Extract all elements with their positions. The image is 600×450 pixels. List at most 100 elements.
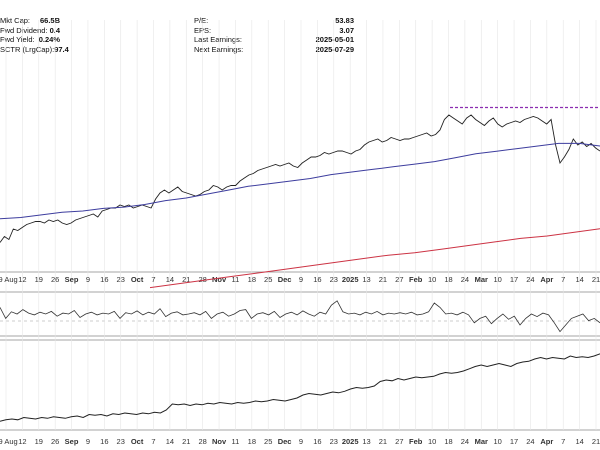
x-tick-label: Dec (278, 437, 292, 446)
x-tick-label: 25 (264, 437, 272, 446)
x-tick-label: 24 (461, 437, 469, 446)
stats-row: Last Earnings: 2025-05-01 (194, 35, 354, 45)
x-tick-label: 23 (117, 275, 125, 284)
x-tick-label: Apr (540, 275, 553, 284)
x-tick-label: 16 (313, 437, 321, 446)
bottom-series (0, 353, 600, 422)
x-tick-label: 11 (232, 275, 240, 284)
x-tick-label: 23 (117, 437, 125, 446)
x-tick-label: 25 (264, 275, 272, 284)
x-tick-label: 21 (592, 437, 600, 446)
x-tick-label: 10 (493, 437, 501, 446)
x-tick-label: Mar (475, 437, 488, 446)
x-tick-label: 9 (299, 437, 303, 446)
sma200-line (149, 228, 600, 289)
stat-label: P/E: (194, 16, 209, 25)
x-tick-label: 10 (428, 275, 436, 284)
stat-value: 3.07 (339, 25, 354, 35)
x-tick-label: 26 (51, 437, 59, 446)
x-tick-label: 9 (86, 437, 90, 446)
x-tick-label: 18 (248, 275, 256, 284)
x-tick-label: 28 (198, 275, 206, 284)
x-tick-label: 16 (100, 437, 108, 446)
price-series (0, 114, 600, 243)
x-tick-label: Sep (65, 437, 79, 446)
x-tick-label: 12 (18, 275, 26, 284)
stats-row: Next Earnings: 2025-07-29 (194, 45, 354, 55)
stat-label: Fwd Dividend: (0, 25, 48, 35)
indicator-series (0, 300, 600, 333)
stats-row: Fwd Dividend: 0.4 (0, 26, 60, 36)
stats-row: P/E: 53.83 (194, 16, 354, 26)
x-tick-label: 19 (35, 275, 43, 284)
x-tick-label: 10 (493, 275, 501, 284)
x-tick-label: Feb (409, 437, 423, 446)
stats-row: Mkt Cap: 66.5B (0, 16, 60, 26)
x-tick-label: 27 (395, 437, 403, 446)
x-tick-label: 21 (592, 275, 600, 284)
x-tick-label: 17 (510, 275, 518, 284)
x-tick-label: Oct (131, 275, 144, 284)
x-tick-label: 10 (428, 437, 436, 446)
x-tick-label: Feb (409, 275, 423, 284)
x-tick-label: 14 (575, 275, 583, 284)
stats-row: Fwd Yield: 0.24% (0, 35, 60, 45)
sma50-line (0, 142, 600, 220)
stat-label: Next Earnings: (194, 44, 244, 54)
x-tick-label: Nov (212, 437, 227, 446)
x-tick-label: 18 (248, 437, 256, 446)
x-tick-label: Dec (278, 275, 292, 284)
x-tick-label: 24 (526, 437, 534, 446)
stats-left: Mkt Cap: 66.5B Fwd Dividend: 0.4 Fwd Yield… (0, 16, 69, 55)
stat-value: 2025-07-29 (315, 44, 354, 54)
x-tick-label: 18 (444, 275, 452, 284)
x-tick-label: 7 (561, 437, 565, 446)
x-tick-label: 2025 (342, 437, 359, 446)
stat-label: Last Earnings: (194, 35, 242, 44)
x-tick-label: 24 (526, 275, 534, 284)
stat-value: 97.4 (54, 44, 69, 54)
x-tick-label: 12 (18, 437, 26, 446)
x-tick-label: 23 (330, 437, 338, 446)
stat-value: 53.83 (335, 16, 354, 25)
x-tick-label: 14 (166, 275, 174, 284)
stat-value: 0.24% (38, 35, 60, 44)
x-tick-label: 16 (313, 275, 321, 284)
x-tick-label: 21 (379, 275, 387, 284)
stats-row: SCTR (LrgCap): 97.4 (0, 44, 69, 55)
x-tick-label: 2025 (342, 275, 359, 284)
stat-label: SCTR (LrgCap): (0, 44, 55, 54)
x-tick-label: 21 (182, 437, 190, 446)
x-tick-label: 24 (461, 275, 469, 284)
x-tick-label: 29 Aug (0, 437, 18, 446)
x-tick-label: Sep (65, 275, 79, 284)
x-tick-label: 16 (100, 275, 108, 284)
x-tick-label: 14 (166, 437, 174, 446)
x-tick-label: 19 (35, 437, 43, 446)
stat-value: 0.4 (49, 25, 60, 35)
x-tick-label: 29 Aug (0, 275, 18, 284)
stat-value: 66.5B (39, 16, 60, 25)
x-tick-label: 13 (362, 437, 370, 446)
x-tick-label: 9 (299, 275, 303, 284)
stat-label: Fwd Yield: (0, 35, 35, 44)
x-tick-label: Apr (540, 437, 553, 446)
stat-value: 2025-05-01 (315, 35, 354, 44)
x-tick-label: Nov (212, 275, 227, 284)
x-tick-label: 21 (379, 437, 387, 446)
x-tick-label: 14 (575, 437, 583, 446)
x-tick-label: 11 (232, 437, 240, 446)
x-tick-label: 23 (330, 275, 338, 284)
x-tick-label: 7 (151, 437, 155, 446)
x-tick-label: Oct (131, 437, 144, 446)
x-tick-label: 26 (51, 275, 59, 284)
x-tick-label: 28 (198, 437, 206, 446)
x-tick-label: Mar (475, 275, 488, 284)
x-tick-label: 17 (510, 437, 518, 446)
x-tick-label: 7 (561, 275, 565, 284)
x-tick-label: 18 (444, 437, 452, 446)
x-tick-label: 13 (362, 275, 370, 284)
x-tick-label: 9 (86, 275, 90, 284)
x-tick-label: 27 (395, 275, 403, 284)
